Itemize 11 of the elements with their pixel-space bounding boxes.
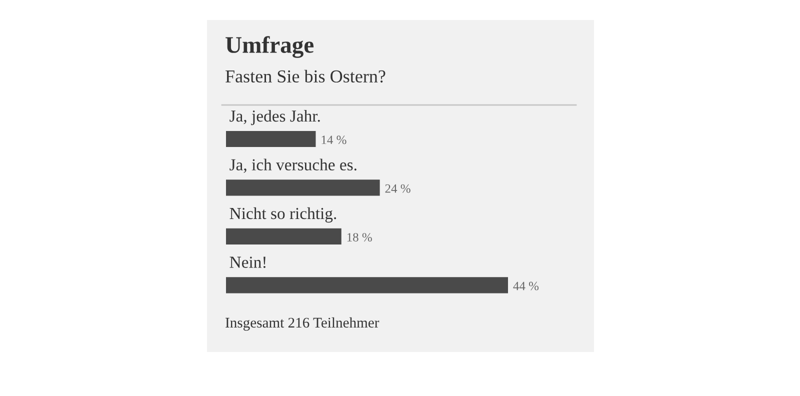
y-tick-label: Nicht so richtig. [230, 207, 336, 223]
y-tick-label: Ja, jedes Jahr. [230, 110, 320, 126]
text: Insgesamt 216 Teilnehmer [226, 317, 380, 331]
y-tick-label: Ja, ich versuche es. [230, 158, 356, 173]
data-label: 24 % [385, 184, 410, 193]
y-tick-label: Nein! [230, 256, 266, 268]
data-label: 44 % [513, 282, 539, 290]
chart-title: Umfrage [226, 36, 314, 58]
data-label: 14 % [322, 136, 346, 144]
data-label: 18 % [347, 233, 372, 242]
chart-subtitle: Fasten Sie bis Ostern? [226, 70, 386, 83]
